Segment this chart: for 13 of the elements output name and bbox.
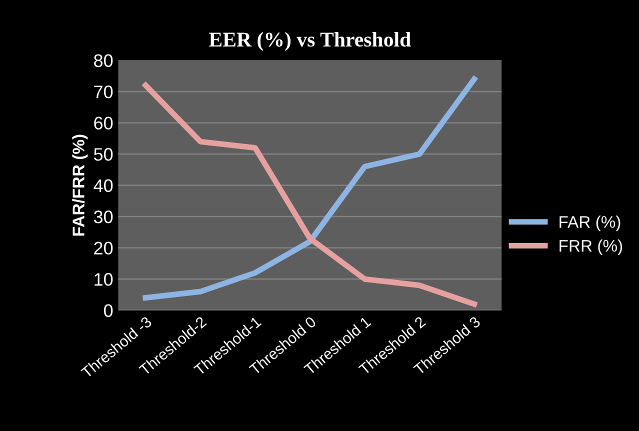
y-tick-label: 30 bbox=[94, 210, 113, 224]
y-tick-label: 10 bbox=[94, 273, 113, 286]
chart-title: EER (%) vs Threshold bbox=[209, 32, 411, 51]
legend-label: FRR (%) bbox=[560, 239, 622, 256]
y-tick-label: 60 bbox=[94, 116, 113, 130]
y-tick-label: 50 bbox=[94, 148, 113, 161]
y-tick-label: 80 bbox=[94, 54, 113, 68]
legend-label: FAR (%) bbox=[560, 216, 620, 232]
y-tick-label: 20 bbox=[94, 242, 113, 255]
y-tick-label: 40 bbox=[94, 179, 113, 192]
y-tick-label: 70 bbox=[94, 86, 113, 98]
y-axis-title: FAR/FRR (%) bbox=[72, 134, 88, 236]
y-tick-label: 0 bbox=[104, 304, 113, 318]
